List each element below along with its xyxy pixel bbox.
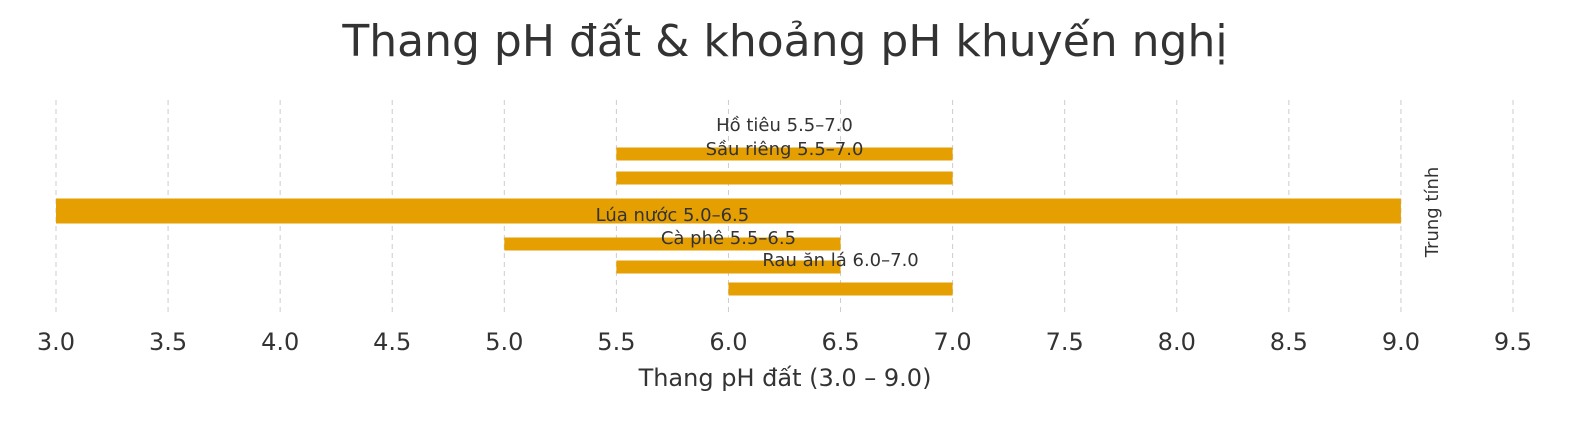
x-tick-label: 8.5: [1270, 328, 1308, 356]
bar-label: Sầu riêng 5.5–7.0: [706, 139, 864, 160]
bar-label: Cà phê 5.5–6.5: [661, 228, 796, 249]
x-tick-label: 7.5: [1046, 328, 1084, 356]
x-tick-label: 6.5: [821, 328, 859, 356]
bar-label: Lúa nước 5.0–6.5: [596, 205, 750, 226]
bar-label: Hồ tiêu 5.5–7.0: [716, 115, 853, 136]
x-tick-label: 3.5: [149, 328, 187, 356]
bar: [616, 171, 953, 185]
x-tick-label: 5.5: [597, 328, 635, 356]
annotation: Trung tính: [1422, 167, 1443, 259]
x-axis-label: Thang pH đất (3.0 – 9.0): [638, 364, 932, 392]
x-tick-label: 4.0: [261, 328, 299, 356]
bar: [616, 260, 841, 274]
x-tick-label: 5.0: [485, 328, 523, 356]
x-tick-label: 4.5: [373, 328, 411, 356]
x-tick-label: 8.0: [1158, 328, 1196, 356]
bar: [56, 198, 1401, 224]
x-tick-label: 3.0: [37, 328, 75, 356]
x-tick-label: 6.0: [709, 328, 747, 356]
x-tick-label: 7.0: [934, 328, 972, 356]
bar: [616, 147, 953, 161]
bar-label: Rau ăn lá 6.0–7.0: [762, 250, 918, 271]
bar: [504, 237, 841, 251]
x-tick-label: 9.0: [1382, 328, 1420, 356]
chart-title: Thang pH đất & khoảng pH khuyến nghị: [341, 16, 1227, 67]
x-tick-label: 9.5: [1494, 328, 1532, 356]
bar: [728, 282, 953, 296]
